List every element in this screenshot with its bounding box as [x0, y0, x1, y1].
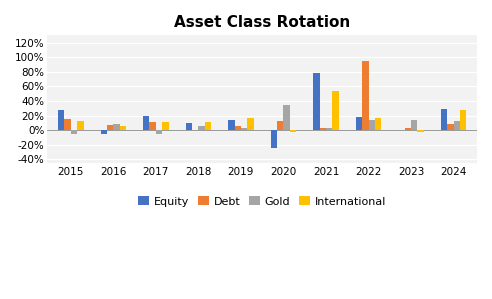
Bar — [113, 124, 120, 130]
Bar — [405, 128, 411, 130]
Bar — [326, 128, 333, 130]
Bar — [205, 122, 211, 130]
Bar — [333, 91, 339, 130]
Bar — [58, 110, 64, 130]
Bar — [241, 128, 247, 130]
Bar — [77, 121, 84, 130]
Bar — [247, 118, 254, 130]
Bar — [228, 120, 235, 130]
Bar — [320, 128, 326, 130]
Bar — [271, 130, 277, 148]
Bar — [107, 125, 113, 130]
Bar — [235, 126, 241, 130]
Bar — [64, 119, 71, 130]
Legend: Equity, Debt, Gold, International: Equity, Debt, Gold, International — [134, 192, 391, 211]
Bar — [362, 61, 369, 130]
Bar — [162, 122, 169, 130]
Bar — [290, 130, 296, 132]
Bar — [150, 122, 156, 130]
Bar — [277, 121, 283, 130]
Bar — [460, 110, 466, 130]
Bar — [185, 123, 192, 130]
Bar — [120, 126, 126, 130]
Bar — [454, 121, 460, 130]
Bar — [313, 73, 320, 130]
Bar — [100, 130, 107, 134]
Bar — [156, 130, 162, 134]
Title: Asset Class Rotation: Asset Class Rotation — [174, 15, 350, 30]
Bar — [417, 130, 424, 132]
Bar — [356, 117, 362, 130]
Bar — [441, 109, 447, 130]
Bar — [447, 124, 454, 130]
Bar — [375, 118, 381, 130]
Bar — [143, 115, 150, 130]
Bar — [198, 126, 205, 130]
Bar — [283, 105, 290, 130]
Bar — [411, 120, 417, 130]
Bar — [369, 120, 375, 130]
Bar — [71, 130, 77, 134]
